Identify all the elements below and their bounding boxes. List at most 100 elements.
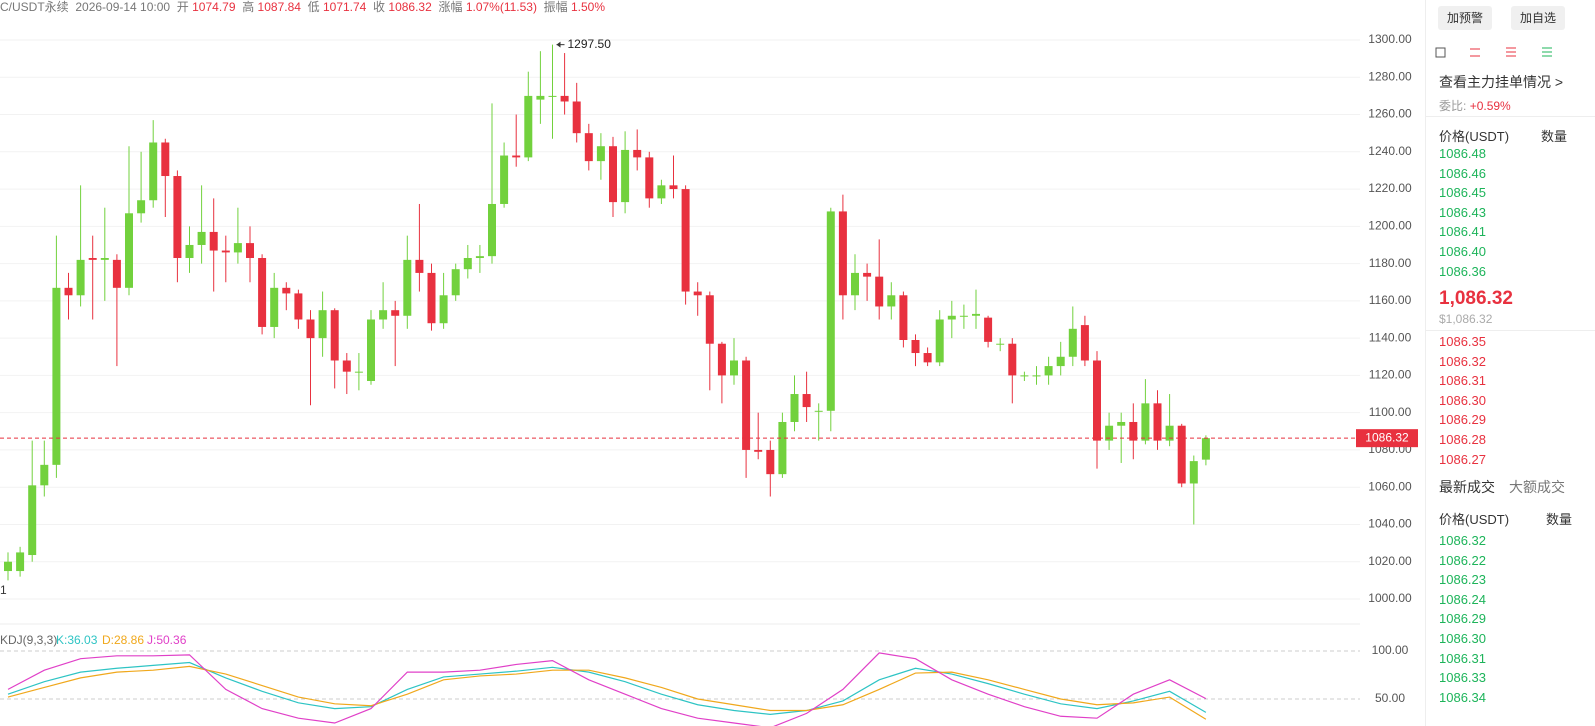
y-tick-label: 1020.00 bbox=[1368, 554, 1412, 568]
price-row: 1086.35 bbox=[1439, 334, 1486, 349]
candle-body bbox=[16, 552, 25, 572]
candle-body bbox=[28, 485, 37, 556]
candle-body bbox=[294, 293, 303, 320]
kdj-line bbox=[7, 652, 1207, 726]
candle-body bbox=[125, 213, 133, 288]
candle-body bbox=[911, 339, 920, 354]
candle-body bbox=[475, 256, 484, 259]
icon[interactable] bbox=[1470, 48, 1480, 57]
icon[interactable] bbox=[1506, 47, 1516, 57]
candle-body bbox=[500, 155, 509, 204]
d-label: D:28.86 bbox=[102, 633, 144, 647]
candle-body bbox=[1177, 425, 1186, 484]
label: 低 bbox=[307, 0, 320, 14]
price-row: 1086.32 bbox=[1439, 533, 1486, 548]
candle-body bbox=[984, 317, 993, 342]
annotation-arrowhead bbox=[556, 41, 561, 48]
candle-body bbox=[838, 211, 847, 296]
y-tick-label: 1260.00 bbox=[1368, 107, 1412, 121]
y-tick-label: 1000.00 bbox=[1368, 591, 1412, 605]
tab[interactable]: 最新成交 bbox=[1439, 479, 1495, 495]
last-price-label: 1086.32 bbox=[1365, 430, 1409, 444]
candle-body bbox=[306, 319, 315, 339]
candle-body bbox=[657, 185, 666, 199]
candle-body bbox=[693, 291, 702, 296]
price-row: 1086.34 bbox=[1439, 689, 1486, 705]
price-row: 1086.31 bbox=[1439, 373, 1486, 389]
alert-button[interactable]: 加预警 bbox=[1438, 6, 1493, 30]
label: 高 bbox=[242, 0, 255, 14]
qty-head: 数量 bbox=[1546, 512, 1573, 527]
candle-body bbox=[645, 157, 654, 199]
candle-body bbox=[681, 189, 690, 292]
candle-body bbox=[258, 258, 267, 327]
candle-body bbox=[863, 272, 872, 277]
candle-body bbox=[1117, 421, 1126, 426]
time: 2026-09-14 10:00 bbox=[75, 0, 171, 14]
depth-link[interactable]: 查看主力挂单情况 > bbox=[1439, 74, 1564, 90]
candle-body bbox=[572, 101, 581, 134]
value: 1.07%(11.53) bbox=[465, 0, 537, 14]
ratio: +0.59% bbox=[1469, 99, 1511, 113]
candle-body bbox=[427, 272, 436, 324]
price-head: 价格(USDT) bbox=[1439, 512, 1510, 527]
candle-body bbox=[1020, 375, 1029, 377]
candle-body bbox=[1044, 366, 1053, 376]
candle-body bbox=[814, 410, 823, 412]
value: 1.50% bbox=[571, 0, 606, 14]
candle-body bbox=[367, 319, 375, 381]
value: 1071.74 bbox=[322, 0, 367, 14]
candle-body bbox=[1141, 403, 1150, 441]
value: 1087.84 bbox=[257, 0, 301, 14]
candle-body bbox=[463, 258, 472, 270]
candle-body bbox=[137, 200, 146, 214]
label: 收 bbox=[373, 0, 386, 14]
candle-body bbox=[935, 319, 944, 363]
y-tick-label: 100.00 bbox=[1372, 643, 1409, 657]
y-tick-label: 1220.00 bbox=[1368, 181, 1412, 195]
last-price: 1,086.32 bbox=[1439, 288, 1513, 309]
j-label: J:50.36 bbox=[147, 633, 187, 647]
candle-body bbox=[536, 95, 545, 100]
candle-body bbox=[887, 295, 896, 307]
icon[interactable] bbox=[1542, 47, 1552, 57]
candle-body bbox=[923, 353, 932, 363]
price-row: 1086.30 bbox=[1439, 631, 1486, 646]
candle-body bbox=[246, 243, 254, 259]
candle-body bbox=[209, 231, 218, 251]
candle-body bbox=[524, 95, 533, 158]
y-tick-label: 1240.00 bbox=[1368, 144, 1412, 158]
y-tick-label: 1160.00 bbox=[1369, 293, 1412, 307]
candle-body bbox=[1032, 375, 1041, 377]
candle-body bbox=[1189, 461, 1198, 484]
candle-body bbox=[669, 185, 678, 190]
candle-body bbox=[778, 421, 787, 475]
link-text[interactable]: 查看主力挂单情况 bbox=[1439, 74, 1551, 90]
candle-body bbox=[754, 449, 763, 452]
favorite-button[interactable]: 加自选 bbox=[1511, 6, 1566, 30]
candle-body bbox=[1105, 425, 1114, 441]
candle-body bbox=[742, 360, 751, 450]
last-price-tag bbox=[1356, 429, 1418, 448]
candle-body bbox=[1201, 438, 1210, 460]
candle-body bbox=[596, 146, 605, 162]
price-head: 价格(USDT) bbox=[1439, 129, 1510, 144]
icon[interactable] bbox=[1435, 47, 1446, 58]
candle-body bbox=[221, 250, 230, 253]
candle-body bbox=[488, 203, 496, 257]
tab[interactable]: 大额成交 bbox=[1509, 479, 1565, 495]
layout-icons[interactable] bbox=[1426, 44, 1595, 64]
candle-body bbox=[584, 133, 593, 162]
y-tick-label: 1200.00 bbox=[1368, 219, 1412, 233]
header: C/USDT永续 2026-09-14 10:00 开 1074.79 高 10… bbox=[0, 0, 605, 14]
candle-body bbox=[88, 258, 97, 260]
candle-body bbox=[149, 142, 158, 201]
kdj-line bbox=[7, 665, 1207, 720]
price-row: 1086.24 bbox=[1439, 591, 1486, 607]
symbol: C/USDT永续 bbox=[0, 0, 69, 14]
price-row: 1086.29 bbox=[1439, 412, 1486, 428]
candle-body bbox=[282, 287, 291, 294]
k-label: K:36.03 bbox=[56, 633, 98, 647]
value: 1074.79 bbox=[192, 0, 236, 14]
candle-body bbox=[1056, 356, 1065, 367]
